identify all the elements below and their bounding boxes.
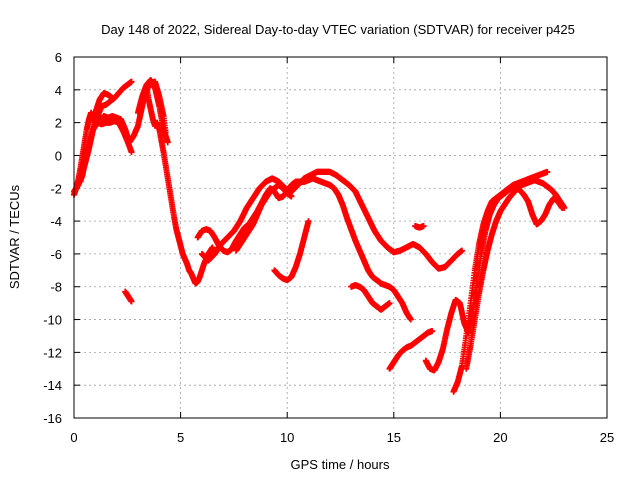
data-point [209, 244, 216, 251]
data-point [109, 95, 116, 102]
y-tick-label: 4 [55, 83, 62, 98]
series-t13 [386, 328, 436, 372]
data-point [128, 298, 135, 305]
data-point [561, 204, 568, 211]
grid [74, 57, 607, 418]
y-tick-label: -2 [50, 181, 62, 196]
chart-title: Day 148 of 2022, Sidereal Day-to-day VTE… [101, 22, 575, 37]
series-t10 [233, 181, 295, 254]
x-tick-label: 10 [280, 430, 294, 445]
series-t8 [194, 175, 414, 323]
y-tick-label: 2 [55, 116, 62, 131]
plot-frame [73, 56, 608, 419]
data-point [162, 129, 169, 136]
series-t4 [90, 117, 135, 156]
y-tick-label: 6 [55, 50, 62, 65]
x-tick-labels: 0 5 10 15 20 25 [70, 430, 614, 445]
data-point [288, 193, 295, 200]
y-tick-label: -14 [43, 378, 62, 393]
x-axis-label: GPS time / hours [291, 457, 390, 472]
data-points [71, 76, 568, 395]
series-t11 [271, 218, 312, 284]
x-tick-label: 5 [177, 430, 184, 445]
data-point [386, 300, 393, 307]
y-tick-label: -10 [43, 313, 62, 328]
x-tick-label: 25 [600, 430, 614, 445]
y-tick-label: -6 [50, 247, 62, 262]
x-tick-label: 0 [70, 430, 77, 445]
data-point [128, 149, 135, 156]
series-t15 [422, 185, 566, 374]
series-t6 [139, 78, 169, 136]
y-tick-label: -8 [50, 280, 62, 295]
data-point [305, 218, 312, 225]
series-t14 [412, 223, 427, 231]
series-t7 [122, 288, 135, 305]
series-t1 [71, 83, 216, 287]
y-tick-label: -12 [43, 345, 62, 360]
data-point [164, 139, 171, 146]
data-point [420, 223, 427, 230]
x-tick-label: 15 [387, 430, 401, 445]
y-tick-label: -4 [50, 214, 62, 229]
y-tick-label: 0 [55, 148, 62, 163]
y-tick-label: -16 [43, 411, 62, 426]
series-t16 [450, 168, 551, 395]
series-t17 [463, 177, 568, 372]
series-t12 [348, 282, 393, 313]
data-point [429, 328, 436, 335]
series-t3 [77, 90, 116, 185]
data-point [407, 316, 414, 323]
y-axis-label: SDTVAR / TECUs [7, 184, 22, 289]
data-point [544, 168, 551, 175]
data-point [459, 247, 466, 254]
y-tick-labels: 6 4 2 0 -2 -4 -6 -8 -10 -12 -14 -16 [43, 50, 62, 426]
data-point [128, 78, 135, 85]
x-tick-label: 20 [493, 430, 507, 445]
